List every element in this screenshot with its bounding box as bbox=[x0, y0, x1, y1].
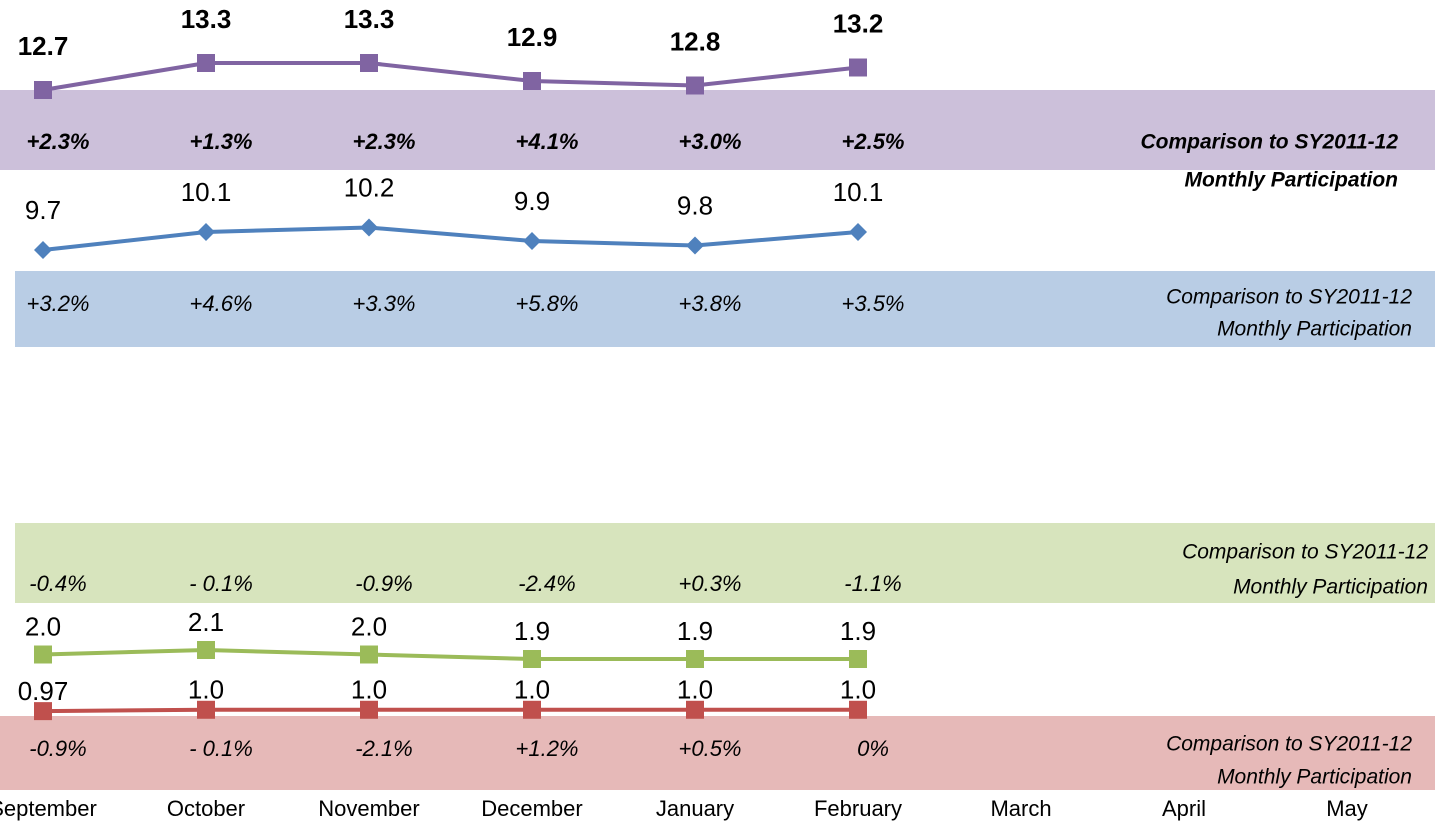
comparison-label: +3.3% bbox=[353, 291, 416, 316]
data-label: 9.8 bbox=[677, 190, 713, 220]
comparison-label: +4.1% bbox=[516, 129, 579, 154]
band-label: Monthly Participation bbox=[1184, 169, 1398, 192]
data-label: 9.9 bbox=[514, 186, 550, 216]
data-label: 13.3 bbox=[344, 4, 395, 34]
marker bbox=[849, 223, 867, 241]
comparison-band bbox=[0, 90, 1435, 170]
marker bbox=[523, 700, 541, 719]
x-tick-label: December bbox=[481, 796, 582, 821]
data-label: 12.8 bbox=[670, 26, 721, 56]
x-tick-label: May bbox=[1326, 796, 1368, 821]
data-label: 1.0 bbox=[188, 675, 224, 705]
series-line bbox=[42, 225, 859, 252]
comparison-label: +1.2% bbox=[516, 736, 579, 761]
comparison-label: +5.8% bbox=[516, 291, 579, 316]
data-label: 10.2 bbox=[344, 172, 395, 202]
comparison-label: 0% bbox=[857, 736, 889, 761]
comparison-label: -1.1% bbox=[844, 571, 901, 596]
band-label: Comparison to SY2011-12 bbox=[1166, 286, 1412, 309]
marker bbox=[197, 641, 215, 659]
band-label: Monthly Participation bbox=[1233, 576, 1428, 599]
data-label: 1.0 bbox=[514, 675, 550, 705]
marker bbox=[849, 650, 867, 668]
marker bbox=[34, 241, 52, 259]
data-label: 2.0 bbox=[25, 611, 61, 641]
comparison-band bbox=[0, 716, 1435, 790]
comparison-label: +0.5% bbox=[679, 736, 742, 761]
band-label: Monthly Participation bbox=[1217, 318, 1412, 341]
marker bbox=[849, 58, 867, 77]
comparison-label: +0.3% bbox=[679, 571, 742, 596]
x-tick-label: January bbox=[656, 796, 734, 821]
comparison-band bbox=[15, 523, 1435, 603]
data-label: 1.9 bbox=[514, 616, 550, 646]
comparison-label: +4.6% bbox=[190, 291, 253, 316]
comparison-label: +2.3% bbox=[27, 129, 90, 154]
marker bbox=[34, 81, 52, 99]
marker bbox=[849, 700, 867, 719]
marker bbox=[34, 702, 52, 721]
marker bbox=[360, 218, 378, 237]
marker bbox=[360, 645, 378, 664]
comparison-band bbox=[15, 271, 1435, 347]
data-label: 2.0 bbox=[351, 611, 387, 641]
data-label: 10.1 bbox=[181, 177, 232, 207]
band-label: Comparison to SY2011-12 bbox=[1140, 131, 1398, 154]
marker bbox=[686, 236, 704, 255]
comparison-label: +1.3% bbox=[190, 129, 253, 154]
data-label: 0.97 bbox=[18, 676, 69, 706]
band-label: Comparison to SY2011-12 bbox=[1166, 733, 1412, 756]
x-tick-label: November bbox=[318, 796, 419, 821]
x-tick-label: February bbox=[814, 796, 902, 821]
comparison-label: +3.2% bbox=[27, 291, 90, 316]
comparison-label: +3.5% bbox=[842, 291, 905, 316]
x-tick-label: March bbox=[990, 796, 1051, 821]
data-label: 10.1 bbox=[833, 177, 884, 207]
data-label: 1.9 bbox=[677, 616, 713, 646]
marker bbox=[523, 72, 541, 90]
marker bbox=[197, 700, 215, 719]
data-label: 1.0 bbox=[351, 675, 387, 705]
comparison-label: -0.9% bbox=[355, 571, 412, 596]
data-label: 1.0 bbox=[677, 675, 713, 705]
data-label: 2.1 bbox=[188, 607, 224, 637]
data-label: 13.2 bbox=[833, 8, 884, 38]
comparison-label: +2.5% bbox=[842, 129, 905, 154]
x-tick-label: April bbox=[1162, 796, 1206, 821]
comparison-label: -2.4% bbox=[518, 571, 575, 596]
data-label: 1.9 bbox=[840, 616, 876, 646]
series-line bbox=[42, 647, 858, 661]
marker bbox=[360, 54, 378, 72]
marker bbox=[686, 76, 704, 95]
data-label: 9.7 bbox=[25, 195, 61, 225]
data-label: 12.9 bbox=[507, 22, 558, 52]
marker bbox=[523, 232, 541, 250]
comparison-label: -0.4% bbox=[29, 571, 86, 596]
data-label: 13.3 bbox=[181, 4, 232, 34]
marker bbox=[34, 645, 52, 664]
marker bbox=[523, 650, 541, 668]
marker bbox=[686, 700, 704, 719]
comparison-label: -2.1% bbox=[355, 736, 412, 761]
comparison-label: +3.0% bbox=[679, 129, 742, 154]
band-label: Monthly Participation bbox=[1217, 766, 1412, 789]
x-tick-label: September bbox=[0, 796, 97, 821]
comparison-label: - 0.1% bbox=[189, 736, 253, 761]
comparison-label: - 0.1% bbox=[189, 571, 253, 596]
series-line bbox=[42, 61, 859, 92]
marker bbox=[686, 650, 704, 668]
comparison-label: +2.3% bbox=[353, 129, 416, 154]
data-label: 12.7 bbox=[18, 31, 69, 61]
data-label: 1.0 bbox=[840, 675, 876, 705]
x-tick-label: October bbox=[167, 796, 245, 821]
band-label: Comparison to SY2011-12 bbox=[1182, 541, 1428, 564]
comparison-label: +3.8% bbox=[679, 291, 742, 316]
marker bbox=[197, 54, 215, 72]
marker bbox=[197, 223, 215, 241]
comparison-label: -0.9% bbox=[29, 736, 86, 761]
series-line bbox=[42, 707, 858, 714]
marker bbox=[360, 700, 378, 719]
